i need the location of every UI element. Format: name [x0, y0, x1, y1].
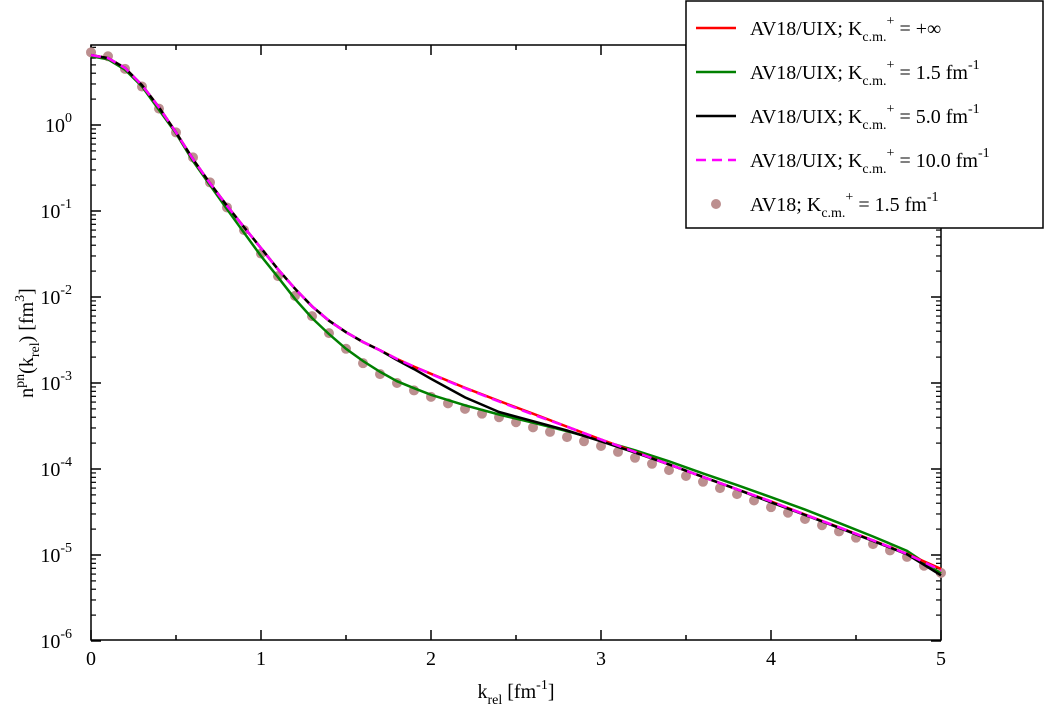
y-tick-label: 10-4: [40, 455, 72, 481]
y-tick-label: 10-1: [40, 197, 72, 223]
legend-label: AV18; Kc.m.+ = 1.5 fm-1: [750, 190, 939, 221]
data-point: [630, 452, 640, 463]
data-point: [545, 426, 555, 437]
y-axis-title: npn(krel) [fm3]: [13, 288, 43, 398]
legend-label: AV18/UIX; Kc.m.+ = 5.0 fm-1: [750, 102, 980, 133]
y-tick-label: 10-6: [40, 627, 72, 653]
y-tick-label: 100: [45, 111, 72, 137]
legend-marker: [711, 199, 721, 209]
x-tick-label: 5: [936, 648, 946, 670]
data-point: [664, 465, 674, 476]
data-point: [766, 502, 776, 513]
legend-label: AV18/UIX; Kc.m.+ = 10.0 fm-1: [750, 146, 990, 177]
series-layer: [86, 47, 946, 578]
x-tick-label: 1: [256, 648, 266, 670]
data-point: [596, 441, 606, 452]
x-axis-title: krel [fm-1]: [478, 678, 555, 708]
data-point: [732, 489, 742, 500]
series-line: [90, 53, 942, 572]
legend-label: AV18/UIX; Kc.m.+ = 1.5 fm-1: [750, 58, 980, 89]
legend-label: AV18/UIX; Kc.m.+ = +∞: [750, 14, 941, 45]
x-tick-label: 2: [426, 648, 436, 670]
data-point: [647, 458, 657, 469]
x-tick-label: 0: [86, 648, 96, 670]
data-point: [681, 470, 691, 481]
data-point: [698, 476, 708, 487]
y-tick-label: 10-5: [40, 541, 72, 567]
data-point: [528, 422, 538, 433]
y-tick-label: 10-2: [40, 283, 72, 309]
data-point: [579, 436, 589, 447]
x-tick-label: 4: [766, 648, 776, 670]
legend-box: [685, 0, 1044, 229]
data-point: [562, 432, 572, 443]
legend: AV18/UIX; Kc.m.+ = +∞ AV18/UIX; Kc.m.+ = …: [685, 0, 1044, 229]
y-tick-label: 10-3: [40, 369, 72, 395]
legend-entries: AV18/UIX; Kc.m.+ = +∞ AV18/UIX; Kc.m.+ = …: [696, 14, 990, 221]
data-point: [613, 446, 623, 457]
x-tick-label: 3: [596, 648, 606, 670]
data-point: [715, 483, 725, 494]
data-point: [290, 290, 300, 301]
